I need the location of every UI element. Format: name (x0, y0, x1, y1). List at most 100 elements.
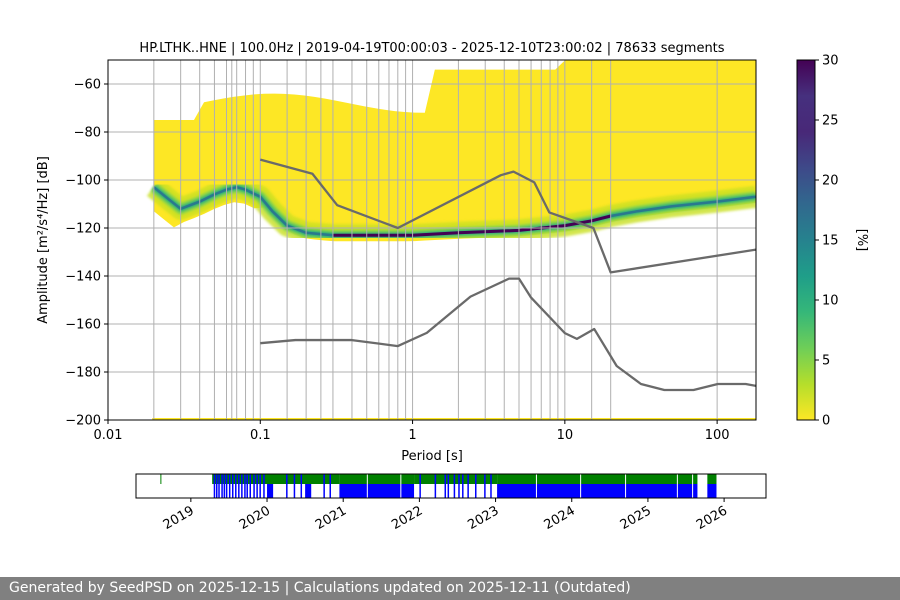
timeline-tick-blue (215, 474, 218, 498)
timeline-tick-blue (462, 474, 464, 498)
timeline-tick-blue (490, 474, 492, 498)
timeline-tick-blue (246, 474, 248, 498)
timeline-tick-blue (213, 474, 216, 498)
colorbar-tick-label: 10 (822, 294, 839, 309)
colorbar: 0 5 10 15 20 25 30 [%] (796, 54, 869, 429)
timeline-gap (400, 474, 402, 498)
timeline-tick-blue (253, 474, 255, 498)
colorbar-tick-label: 0 (822, 414, 830, 429)
timeline-tick-blue (218, 474, 220, 498)
x-tick-label: 1 (408, 428, 416, 443)
timeline-tick-blue (458, 474, 460, 498)
timeline-year-label: 2019 (161, 503, 197, 533)
timeline-segment-blue (707, 484, 717, 498)
timeline-tick-blue (300, 474, 303, 498)
timeline-tick-blue (484, 474, 486, 498)
x-tick-label: 10 (557, 428, 574, 443)
timeline-gap (580, 474, 582, 498)
colorbar-gradient (796, 59, 816, 421)
timeline-tick-blue (228, 474, 231, 498)
timeline-tick-blue (447, 474, 450, 498)
heatmap-low-density-region (153, 60, 756, 242)
timeline-segment-blue (339, 484, 415, 498)
colorbar-tick-label: 25 (822, 114, 839, 129)
series-line-nhnm (259, 158, 756, 274)
timeline-tick-blue (235, 474, 237, 498)
y-tick-label: −100 (65, 174, 101, 189)
timeline-tick-blue (238, 474, 240, 498)
y-tick-label: −120 (65, 222, 101, 237)
colorbar-label: [%] (854, 229, 869, 252)
timeline-year-ticks: 2019 2020 2021 2022 2023 2024 2025 2026 (161, 498, 730, 533)
timeline-segment-green (212, 474, 340, 484)
x-axis-ticks: 0.01 0.1 1 10 100 (94, 420, 730, 443)
colorbar-tick-label: 20 (822, 174, 839, 189)
timeline-gap (535, 474, 537, 498)
timeline-year-label: 2026 (694, 503, 730, 533)
psd-density-heatmap (146, 60, 756, 420)
y-tick-label: −80 (74, 126, 101, 141)
timeline-tick-blue (329, 474, 331, 498)
timeline-year-label: 2023 (465, 503, 501, 533)
y-tick-label: −180 (65, 366, 101, 381)
timeline-segment-green (339, 474, 415, 484)
timeline-tick-blue (249, 474, 252, 498)
y-tick-label: −160 (65, 318, 101, 333)
colorbar-tick-label: 5 (822, 354, 830, 369)
y-tick-label: −60 (74, 78, 101, 93)
y-tick-label: −140 (65, 270, 101, 285)
timeline-tick-blue (323, 474, 325, 498)
timeline-tick-blue (241, 474, 243, 498)
timeline-gap (366, 474, 368, 498)
timeline-gap (692, 474, 694, 498)
timeline-tick-blue (225, 474, 228, 498)
y-axis-ticks: −60 −80 −100 −120 −140 −160 −180 −200 (65, 78, 108, 429)
timeline-segment-green (414, 474, 498, 484)
x-tick-label: 0.1 (250, 428, 271, 443)
timeline-frame (135, 473, 767, 499)
y-tick-label: −200 (65, 414, 101, 429)
heatmap-peak-density-ridge (332, 214, 612, 237)
timeline-tick-blue (223, 474, 226, 498)
timeline-tick-blue (474, 474, 477, 498)
heatmap-bottom-strip (152, 418, 756, 420)
timeline-tick-blue (434, 474, 437, 498)
chart-title: HP.LTHK..HNE | 100.0Hz | 2019-04-19T00:0… (139, 41, 724, 56)
x-tick-label: 0.01 (94, 428, 123, 443)
timeline-gap (625, 474, 627, 498)
colorbar-ticks: 0 5 10 15 20 25 30 (815, 54, 839, 429)
timeline-year-label: 2020 (237, 503, 273, 533)
timeline-segment-green (497, 474, 698, 484)
timeline-year-label: 2024 (542, 503, 578, 533)
timeline-tick-blue (256, 474, 258, 498)
timeline-year-label: 2025 (618, 503, 654, 533)
colorbar-tick-label: 15 (822, 234, 839, 249)
timeline-tick-blue (293, 474, 296, 498)
noise-model-lines (259, 158, 756, 392)
timeline-tick-green (160, 474, 162, 484)
series-line-nlnm (260, 277, 756, 392)
timeline-tick-blue (286, 474, 288, 498)
timeline-tick-blue (419, 474, 421, 498)
timeline-gap (676, 474, 678, 498)
timeline-segment-blue (267, 484, 274, 498)
timeline-tick-blue (231, 474, 234, 498)
timeline-tick-blue (244, 474, 246, 498)
plot-frame (107, 59, 757, 421)
timeline-tick-blue (221, 474, 223, 498)
timeline-segment-blue (305, 484, 312, 498)
colorbar-tick-label: 30 (822, 54, 839, 69)
timeline-segment-green (707, 474, 717, 484)
grid-lines (108, 60, 756, 420)
footer-bar: Generated by SeedPSD on 2025-12-15 | Cal… (0, 577, 900, 600)
timeline-year-label: 2021 (313, 503, 349, 533)
data-availability-timeline: 2019 2020 2021 2022 2023 2024 2025 2026 (135, 473, 767, 533)
heatmap-density-band-4 (153, 185, 756, 237)
timeline-tick-blue (444, 474, 447, 498)
timeline-segments (160, 474, 717, 498)
timeline-tick-blue (467, 474, 469, 498)
y-axis-label: Amplitude [m²/s⁴/Hz] [dB] (36, 156, 51, 324)
x-axis-label: Period [s] (401, 449, 463, 464)
timeline-segment-blue (497, 484, 698, 498)
